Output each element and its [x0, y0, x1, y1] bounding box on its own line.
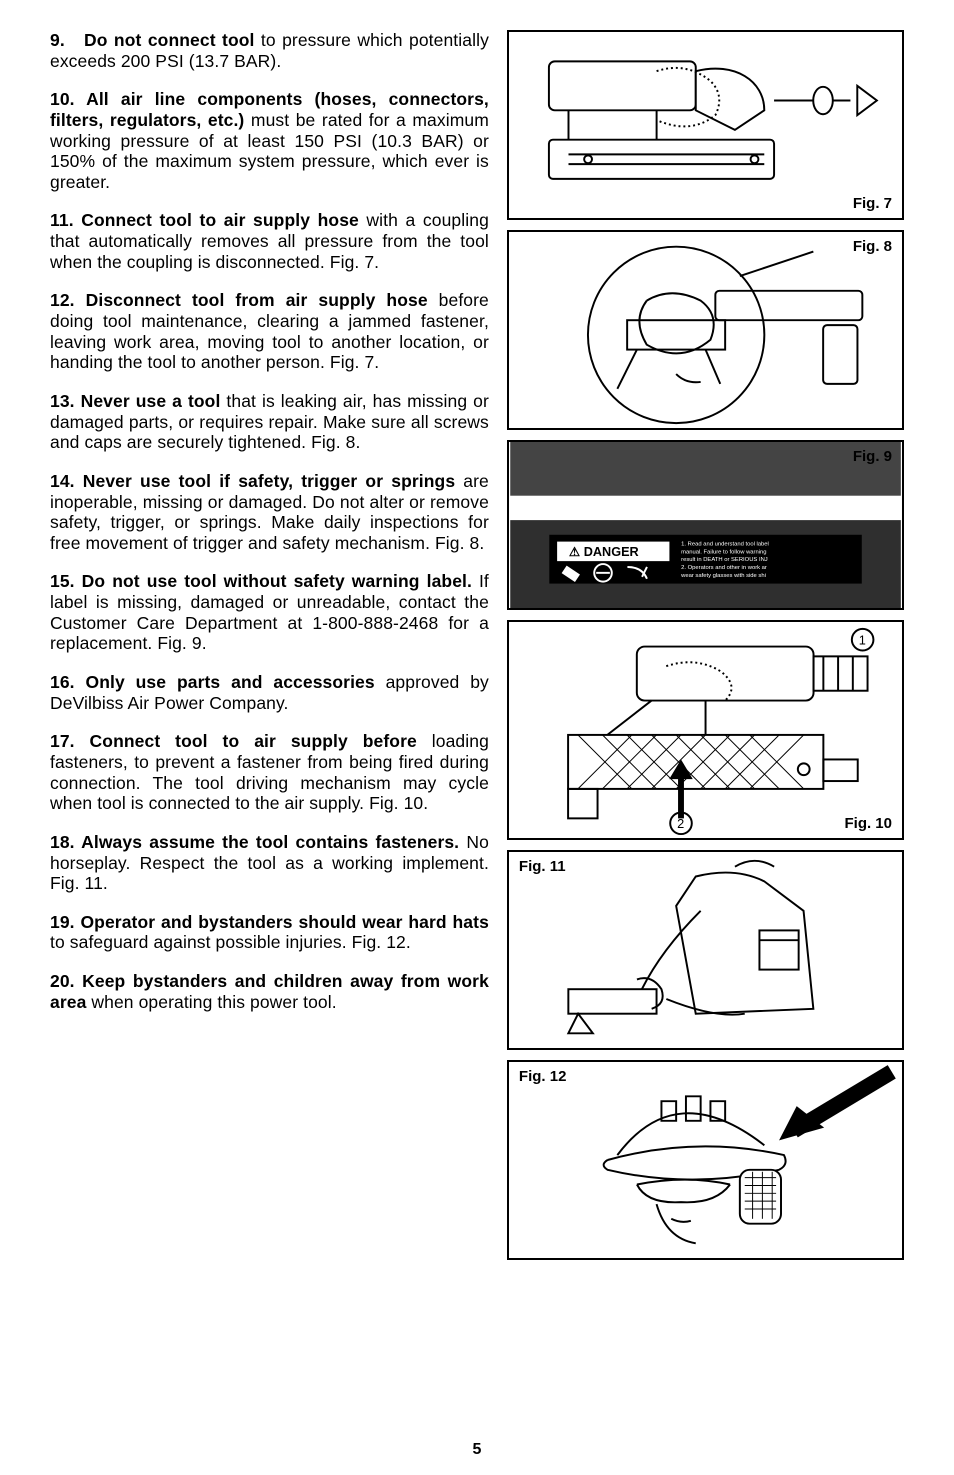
figure-9-label: Fig. 9: [853, 448, 892, 465]
item-9-num: 9.: [50, 30, 65, 50]
item-12-bold: 12. Disconnect tool from air supply hose: [50, 290, 428, 310]
instruction-column: 9. Do not connect tool to pressure which…: [50, 30, 489, 1260]
svg-text:1: 1: [859, 633, 866, 648]
figure-7-label: Fig. 7: [853, 195, 892, 212]
item-9: 9. Do not connect tool to pressure which…: [50, 30, 489, 71]
item-13-bold: 13. Never use a tool: [50, 391, 220, 411]
item-17: 17. Connect tool to air supply before lo…: [50, 731, 489, 814]
svg-text:result in DEATH or SERIOUS INJ: result in DEATH or SERIOUS INJ: [681, 557, 768, 563]
page-number: 5: [0, 1441, 954, 1459]
figure-8: Fig. 8: [507, 230, 904, 430]
item-19-bold: 19. Operator and bystanders should wear …: [50, 912, 489, 932]
figure-7: Fig. 7: [507, 30, 904, 220]
item-18: 18. Always assume the tool contains fast…: [50, 832, 489, 894]
item-13: 13. Never use a tool that is leaking air…: [50, 391, 489, 453]
nailer-arrows-icon: 2 1: [509, 622, 902, 838]
hardhat-icon: [509, 1062, 902, 1258]
figure-12-label: Fig. 12: [519, 1068, 567, 1085]
item-16: 16. Only use parts and accessories appro…: [50, 672, 489, 713]
danger-text: ⚠ DANGER: [569, 545, 639, 559]
figure-9: ⚠ DANGER 1. Read and understand tool lab…: [507, 440, 904, 610]
svg-text:2. Operators and other in work: 2. Operators and other in work ar: [681, 565, 767, 571]
item-12: 12. Disconnect tool from air supply hose…: [50, 290, 489, 373]
item-14: 14. Never use tool if safety, trigger or…: [50, 471, 489, 554]
item-20-rest: when operating this power tool.: [86, 992, 336, 1012]
nailer-coupling-icon: [509, 32, 902, 218]
item-11-bold: 11. Connect tool to air supply hose: [50, 210, 359, 230]
item-19: 19. Operator and bystanders should wear …: [50, 912, 489, 953]
figure-12: Fig. 12: [507, 1060, 904, 1260]
svg-text:2: 2: [677, 816, 684, 831]
item-15-bold: 15. Do not use tool without safety warni…: [50, 571, 472, 591]
item-19-rest: to safeguard against possible injuries. …: [50, 932, 411, 952]
item-17-bold: 17. Connect tool to air supply before: [50, 731, 417, 751]
figure-8-label: Fig. 8: [853, 238, 892, 255]
item-15: 15. Do not use tool without safety warni…: [50, 571, 489, 654]
svg-text:manual. Failure to follow warn: manual. Failure to follow warning: [681, 549, 766, 555]
item-11: 11. Connect tool to air supply hose with…: [50, 210, 489, 272]
item-18-bold: 18. Always assume the tool contains fast…: [50, 832, 459, 852]
figure-11-label: Fig. 11: [519, 858, 566, 875]
svg-text:wear safety glasses with side: wear safety glasses with side shi: [680, 573, 766, 579]
item-16-bold: 16. Only use parts and accessories: [50, 672, 375, 692]
page-content: 9. Do not connect tool to pressure which…: [50, 30, 904, 1260]
figure-10-label: Fig. 10: [844, 815, 892, 832]
figure-10: 2 1 Fig. 10: [507, 620, 904, 840]
figure-11: Fig. 11: [507, 850, 904, 1050]
magnified-nailer-icon: [509, 232, 902, 428]
horseplay-icon: [509, 852, 902, 1048]
item-10: 10. All air line components (hoses, conn…: [50, 89, 489, 192]
figure-column: Fig. 7 Fig. 8: [507, 30, 904, 1260]
item-9-bold: Do not connect tool: [84, 30, 255, 50]
item-20: 20. Keep bystanders and children away fr…: [50, 971, 489, 1012]
item-14-bold: 14. Never use tool if safety, trigger or…: [50, 471, 455, 491]
warning-label-icon: ⚠ DANGER 1. Read and understand tool lab…: [509, 442, 902, 608]
svg-text:1. Read and understand tool la: 1. Read and understand tool label: [681, 542, 769, 548]
